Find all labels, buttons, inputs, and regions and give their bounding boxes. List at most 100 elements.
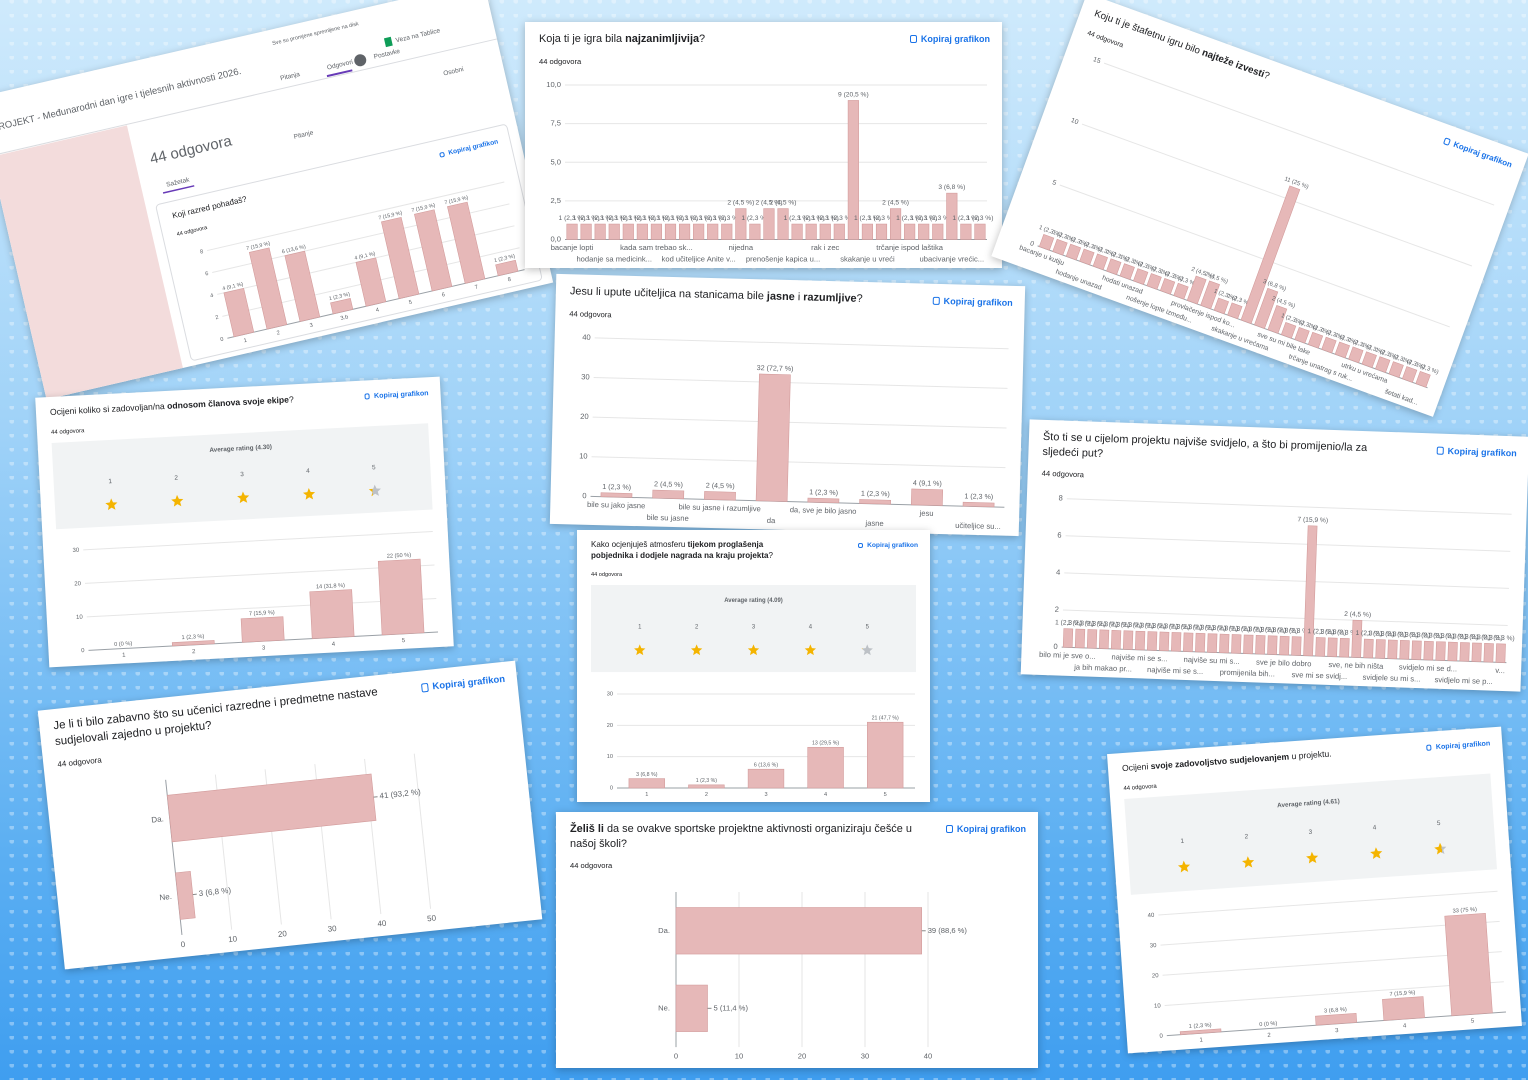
- x-tick-label: svidjele su mi s...: [1362, 673, 1420, 684]
- star: [634, 644, 646, 656]
- total-responses: 44 odgovora: [148, 132, 234, 167]
- data-label: 1 (2,3 %): [1391, 631, 1418, 639]
- x-tick-label: 10: [228, 934, 238, 944]
- bar: [1134, 630, 1146, 651]
- bar: [861, 223, 874, 240]
- bar: [1227, 302, 1243, 320]
- bar: [1122, 630, 1134, 650]
- tab[interactable]: Postavke: [373, 48, 401, 61]
- y-tick-label: 2,5: [550, 196, 561, 205]
- data-label: 13 (29,5 %): [812, 740, 839, 746]
- grid-line: [1062, 609, 1508, 627]
- bar: [355, 257, 387, 307]
- x-tick-label: prenošenje kapica u...: [746, 254, 820, 263]
- bar: [1459, 642, 1470, 662]
- y-tick-label: 30: [1150, 943, 1158, 949]
- grid-line: [207, 181, 505, 252]
- bar: [381, 216, 420, 299]
- copy-chart-button[interactable]: Kopiraj grafikon: [909, 34, 990, 44]
- bar: [600, 492, 633, 498]
- title-part: ?: [288, 394, 294, 405]
- grid-line: [1162, 951, 1502, 976]
- bar: [1052, 238, 1068, 256]
- data-label: 1 (2,3 %): [826, 215, 853, 222]
- x-tick-label: najviše mi se s...: [1111, 652, 1167, 663]
- copy-label: Kopiraj grafikon: [867, 542, 918, 549]
- star: [171, 494, 184, 507]
- data-label: 7 (15,9 %): [1297, 516, 1328, 524]
- y-tick-label: 20: [74, 581, 82, 587]
- response-count: 44 odgovora: [570, 861, 613, 871]
- bar: [636, 223, 648, 240]
- question-title: Kako ocjenjuješ atmosferu tijekom progla…: [591, 540, 804, 562]
- header-divider: [0, 38, 498, 157]
- bar: [946, 192, 958, 240]
- bar: [1159, 631, 1170, 652]
- x-tick-label: da, sve je bilo jasno: [790, 505, 857, 516]
- summary-tab[interactable]: Osobni: [443, 66, 465, 77]
- data-label: 1 (2,3 %): [671, 215, 698, 222]
- data-label: 9 (20,5 %): [838, 92, 869, 99]
- title-part: razumljive: [803, 291, 857, 305]
- title-part: da se ovakve sportske projektne aktivnos…: [570, 823, 912, 850]
- data-label: 2 (4,5 %): [770, 200, 797, 207]
- bar: [580, 223, 592, 240]
- x-tick-label: 1: [122, 653, 126, 659]
- copy-chart-button[interactable]: Kopiraj grafikon: [945, 824, 1026, 834]
- form-title: PROJEKT - Međunarodni dan igre i tjelesn…: [0, 66, 242, 134]
- bar: [918, 223, 930, 240]
- bar: [223, 287, 255, 338]
- sheets-link[interactable]: Veza na Tablice: [395, 27, 441, 44]
- x-tick-label: 6: [441, 292, 445, 299]
- copy-icon: [1425, 744, 1433, 752]
- chart-card: 0,0 2,5 5,0 7,5 10,0 1 (2,3 %) bacanje lopti 1 …: [525, 22, 1002, 268]
- star-number: 1: [1180, 838, 1184, 845]
- y-tick-label: 2: [1055, 605, 1060, 614]
- bar: [1255, 635, 1266, 655]
- data-label: 1 (2,3 %): [1488, 634, 1515, 642]
- bar: [791, 223, 803, 240]
- data-label: 1 (2,3 %): [713, 215, 740, 222]
- bar: [1327, 637, 1338, 658]
- data-label: 1 (2,3 %): [601, 215, 628, 222]
- summary-tab[interactable]: Pitanje: [293, 129, 314, 140]
- tab[interactable]: Odgovori: [326, 59, 353, 72]
- data-label: 22 (50 %): [387, 553, 412, 560]
- data-label: 1 (2,3 %): [699, 215, 726, 222]
- data-label: 1 (2,3 %): [1067, 620, 1094, 628]
- average-rating: Average rating (4.30): [209, 444, 272, 454]
- data-label: 1 (2,3 %): [952, 215, 979, 222]
- y-tick-label: 6: [205, 271, 209, 278]
- star: [1177, 860, 1191, 873]
- bar: [175, 870, 196, 920]
- copy-chart-button[interactable]: Kopiraj grafikon: [932, 296, 1013, 308]
- data-label: 1 (2,3 %): [1379, 631, 1406, 639]
- question-title: Koja ti je igra bila najzanimljivija?: [539, 32, 876, 47]
- chart-card: 0 5 10 15 1 (2,3 %) bacanje u kutiju 1 (2,3 %)…: [991, 0, 1528, 417]
- data-label: 1 (2,3 %): [1464, 634, 1491, 642]
- y-tick-label: 8: [200, 249, 204, 256]
- copy-chart-button[interactable]: Kopiraj grafikon: [857, 542, 918, 549]
- y-tick-label: 20: [1152, 973, 1160, 979]
- data-label: 0 (0 %): [1259, 1021, 1278, 1028]
- bar: [1207, 633, 1218, 653]
- tab[interactable]: Pitanja: [280, 71, 301, 82]
- x-tick-label: 4: [1403, 1023, 1407, 1029]
- bar: [240, 616, 285, 643]
- badge: 44: [357, 57, 364, 64]
- star-number: 2: [1244, 833, 1248, 840]
- x-tick-label: 4: [332, 642, 336, 648]
- y-tick-label: 40: [582, 333, 591, 342]
- question-box: [155, 124, 543, 361]
- bar: [1219, 633, 1230, 654]
- bar: [377, 558, 425, 636]
- data-label: 1 (2,3 %): [1211, 625, 1238, 633]
- bar: [1146, 273, 1162, 290]
- bar: [1401, 366, 1418, 383]
- data-label: 1 (2,3 %): [1139, 622, 1166, 630]
- chart-canvas: 0,0 2,5 5,0 7,5 10,0 1 (2,3 %) bacanje lopti 1 …: [546, 80, 993, 263]
- bar: [1179, 1028, 1222, 1036]
- bar: [622, 223, 634, 240]
- data-label: 1 (2,3 %): [1283, 627, 1310, 635]
